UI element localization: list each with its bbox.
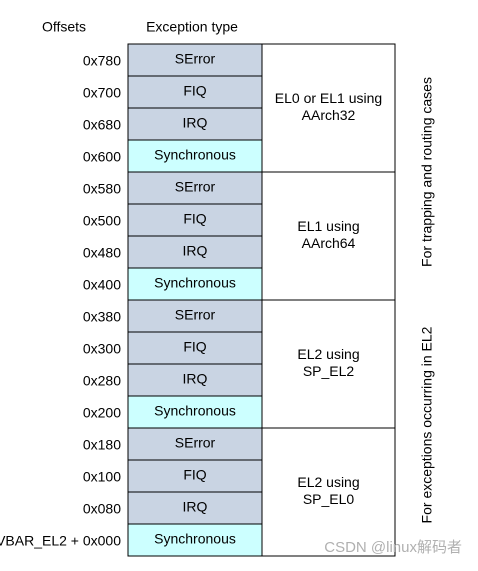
exception-type: FIQ — [183, 339, 206, 355]
exception-type: SError — [175, 435, 216, 451]
exception-type-header: Exception type — [146, 19, 238, 35]
exception-type: FIQ — [183, 467, 206, 483]
offset-label: 0x680 — [83, 117, 121, 133]
exception-cell — [127, 107, 263, 141]
exception-type: SError — [175, 51, 216, 67]
exception-type: IRQ — [183, 371, 208, 387]
group-box — [261, 171, 396, 301]
offset-label: 0x580 — [83, 181, 121, 197]
exception-cell — [127, 523, 263, 557]
offset-label: 0x400 — [83, 277, 121, 293]
exception-type: Synchronous — [154, 403, 236, 419]
offset-label: 0x180 — [83, 437, 121, 453]
exception-cell — [127, 267, 263, 301]
exception-type: SError — [175, 307, 216, 323]
offset-label: VBAR_EL2 + 0x000 — [0, 533, 121, 549]
side-label: For exceptions occurring in EL2 — [419, 326, 435, 523]
exception-cell — [127, 299, 263, 333]
exception-type: IRQ — [183, 115, 208, 131]
exception-type: IRQ — [183, 243, 208, 259]
group-label: EL1 using — [297, 218, 359, 234]
group-label: EL2 using — [297, 346, 359, 362]
exception-type: Synchronous — [154, 275, 236, 291]
exception-type: FIQ — [183, 83, 206, 99]
exception-type: FIQ — [183, 211, 206, 227]
offset-label: 0x380 — [83, 309, 121, 325]
offset-label: 0x780 — [83, 53, 121, 69]
offset-label: 0x480 — [83, 245, 121, 261]
side-label: For trapping and routing cases — [419, 77, 435, 267]
group-box — [261, 299, 396, 429]
offset-label: 0x280 — [83, 373, 121, 389]
group-label: AArch64 — [302, 235, 356, 251]
exception-type: Synchronous — [154, 147, 236, 163]
offset-label: 0x200 — [83, 405, 121, 421]
exception-cell — [127, 491, 263, 525]
group-label: SP_EL0 — [303, 491, 355, 507]
exception-type: IRQ — [183, 499, 208, 515]
offset-label: 0x100 — [83, 469, 121, 485]
offset-label: 0x080 — [83, 501, 121, 517]
offset-label: 0x700 — [83, 85, 121, 101]
exception-cell — [127, 203, 263, 237]
exception-type: SError — [175, 179, 216, 195]
group-label: EL2 using — [297, 474, 359, 490]
watermark: CSDN @linux解码者 — [324, 539, 462, 556]
group-box — [261, 43, 396, 173]
offset-label: 0x600 — [83, 149, 121, 165]
exception-type: Synchronous — [154, 531, 236, 547]
offset-label: 0x300 — [83, 341, 121, 357]
offset-label: 0x500 — [83, 213, 121, 229]
group-label: EL0 or EL1 using — [275, 90, 382, 106]
exception-cell — [127, 75, 263, 109]
exception-cell — [127, 427, 263, 461]
group-label: SP_EL2 — [303, 363, 355, 379]
exception-cell — [127, 363, 263, 397]
offsets-header: Offsets — [42, 19, 86, 35]
exception-cell — [127, 459, 263, 493]
exception-cell — [127, 43, 263, 77]
group-label: AArch32 — [302, 107, 356, 123]
